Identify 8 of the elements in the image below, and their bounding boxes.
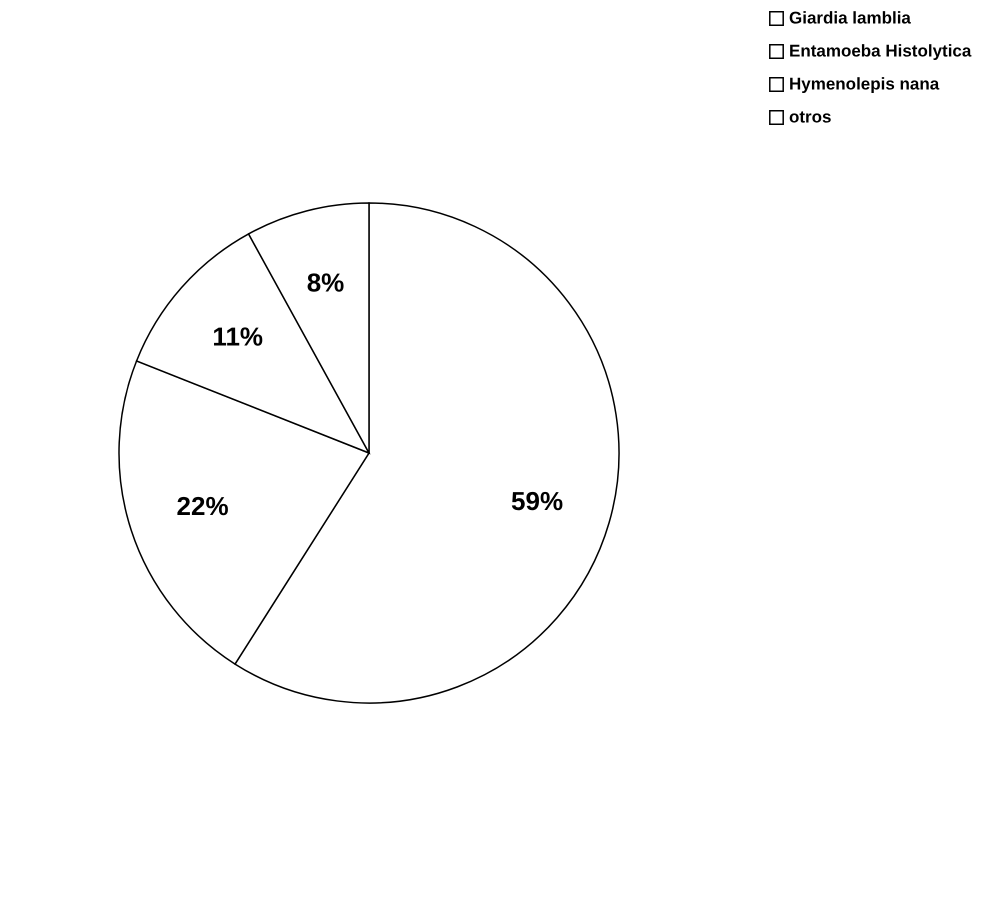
legend-label: Entamoeba Histolytica	[789, 42, 972, 60]
data-label: 11%	[212, 321, 264, 352]
legend-label: Giardia lamblia	[789, 8, 912, 28]
legend-label: Hymenolepis nana	[789, 74, 940, 94]
data-label: 8%	[306, 268, 344, 298]
data-label: 59%	[511, 486, 564, 516]
data-label: 22%	[176, 491, 229, 522]
legend-label: otros	[789, 108, 832, 126]
